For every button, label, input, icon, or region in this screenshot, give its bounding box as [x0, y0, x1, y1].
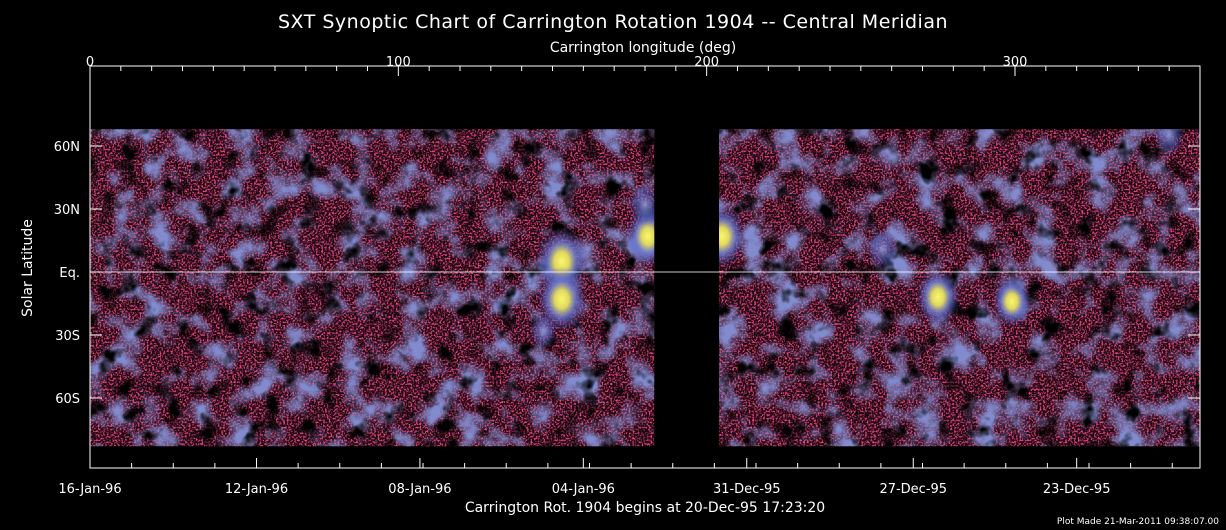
y-tick-label: 30S — [55, 329, 80, 344]
active-region — [867, 229, 898, 269]
active-region — [915, 268, 960, 327]
date-tick-label: 16-Jan-96 — [58, 482, 121, 497]
y-tick-label: 60N — [54, 140, 80, 155]
date-tick-label: 27-Dec-95 — [879, 482, 947, 497]
date-tick-label: 31-Dec-95 — [713, 482, 781, 497]
active-region — [1154, 129, 1185, 156]
date-tick-label: 04-Jan-96 — [552, 482, 615, 497]
y-tick-label: 30N — [54, 203, 80, 218]
axis-ticks: 0 100 200 300 60N 30N Eq. 30S 60S 16-Jan-96 12-Jan… — [54, 55, 1201, 497]
y-tick-label: Eq. — [59, 266, 80, 281]
date-tick-label: 12-Jan-96 — [225, 482, 288, 497]
x-tick-label: 200 — [694, 55, 719, 70]
rotation-start-label: Carrington Rot. 1904 begins at 20-Dec-95… — [465, 500, 825, 516]
active-region — [629, 183, 661, 226]
active-region — [698, 204, 747, 268]
y-tick-label: 60S — [55, 392, 80, 407]
date-tick-label: 23-Dec-95 — [1043, 482, 1111, 497]
x-tick-label: 0 — [86, 55, 94, 70]
x-tick-label: 100 — [386, 55, 411, 70]
chart-title: SXT Synoptic Chart of Carrington Rotatio… — [278, 11, 948, 33]
active-region — [529, 312, 558, 350]
date-tick-label: 08-Jan-96 — [388, 482, 451, 497]
y-axis-title: Solar Latitude — [20, 219, 36, 317]
x-tick-label: 300 — [1003, 55, 1028, 70]
active-region — [991, 275, 1032, 328]
synoptic-image — [90, 129, 1200, 447]
plot-made-stamp: Plot Made 21-Mar-2011 09:38:07.00 — [1057, 517, 1219, 527]
x-axis-title: Carrington longitude (deg) — [550, 40, 736, 56]
